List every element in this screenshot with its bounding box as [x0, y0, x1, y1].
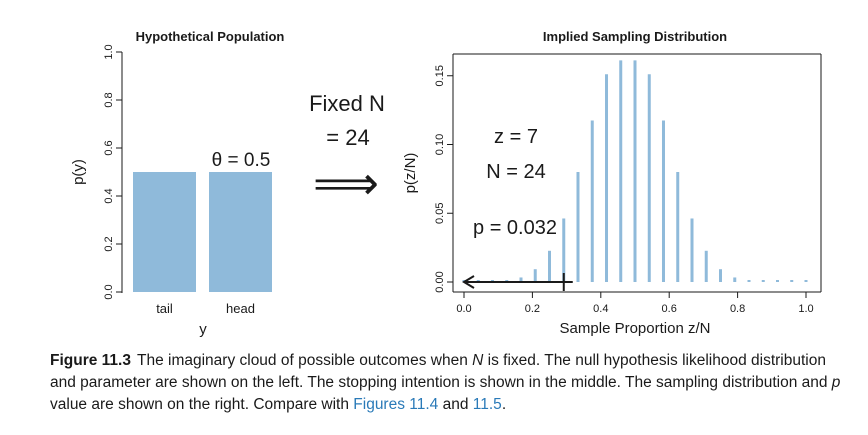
- right-bars: [462, 60, 808, 282]
- left-bar-tail: [133, 172, 196, 292]
- left-category-label: head: [226, 301, 255, 316]
- left-bar-head: [209, 172, 272, 292]
- right-x-tick-label: 0.0: [456, 303, 471, 315]
- right-y-ticks: 0.00 0.05 0.10 0.15: [434, 65, 453, 293]
- figure-link-11-5[interactable]: 11.5: [472, 396, 502, 413]
- n-annotation: N = 24: [486, 161, 545, 183]
- theta-annotation: θ = 0.5: [212, 150, 271, 171]
- caption-text-3: value are shown on the right. Compare wi…: [50, 396, 354, 413]
- left-y-tick-label: 0.2: [103, 236, 115, 251]
- left-y-tick-label: 0.6: [103, 140, 115, 155]
- figure-caption: Figure 11.3 The imaginary cloud of possib…: [50, 350, 850, 416]
- caption-n: N: [472, 352, 484, 369]
- figure-canvas: Hypothetical Population 0.0 0.2 0.4 0.6 0.8 1…: [70, 29, 822, 338]
- left-category-labels: tail head: [156, 301, 255, 316]
- left-y-tick-label: 0.4: [103, 188, 115, 203]
- p-value-arrow: [462, 273, 573, 291]
- implies-arrow-icon: ⟹: [313, 157, 379, 209]
- caption-text-4: and: [438, 396, 473, 413]
- right-x-ticks: 0.0 0.2 0.4 0.6 0.8 1.0: [456, 292, 814, 315]
- left-y-ticks: 0.0 0.2 0.4 0.6 0.8 1.0: [103, 44, 122, 300]
- left-x-axis-label: y: [199, 321, 207, 338]
- caption-p: p: [831, 374, 841, 391]
- right-x-tick-label: 0.8: [730, 303, 745, 315]
- caption-text-5: .: [501, 396, 507, 413]
- left-y-axis-label: p(y): [70, 159, 87, 185]
- right-y-axis-label: p(z/N): [402, 153, 419, 194]
- right-x-axis-label: Sample Proportion z/N: [560, 320, 711, 337]
- right-y-tick-label: 0.10: [434, 134, 446, 155]
- figure-link-11-4[interactable]: Figures 11.4: [353, 396, 439, 413]
- p-arrow-head: [462, 275, 475, 289]
- right-x-tick-label: 0.2: [525, 303, 540, 315]
- stopping-intention: Fixed N = 24 ⟹: [309, 91, 385, 209]
- figure: Hypothetical Population 0.0 0.2 0.4 0.6 0.8 1…: [70, 29, 822, 338]
- caption-text-2: is fixed. The null hypothesis likelihood…: [50, 352, 832, 391]
- left-plot-title: Hypothetical Population: [136, 29, 285, 44]
- right-y-tick-label: 0.00: [434, 271, 446, 292]
- p-value-annotation: p = 0.032: [473, 217, 557, 239]
- right-y-tick-label: 0.15: [434, 65, 446, 86]
- right-plot-title: Implied Sampling Distribution: [543, 29, 727, 44]
- left-bars: [133, 172, 272, 292]
- right-plot: Implied Sampling Distribution 0.000.050.…: [402, 29, 822, 337]
- right-y-tick-label: 0.05: [434, 203, 446, 224]
- right-x-tick-label: 0.6: [662, 303, 677, 315]
- fixed-n-label: Fixed N: [309, 91, 385, 116]
- figure-number: Figure 11.3: [50, 352, 131, 369]
- left-category-label: tail: [156, 301, 173, 316]
- right-x-tick-label: 0.4: [593, 303, 608, 315]
- left-y-tick-label: 0.8: [103, 92, 115, 107]
- left-plot: Hypothetical Population 0.0 0.2 0.4 0.6 0.8 1…: [70, 29, 284, 338]
- caption-text-1: The imaginary cloud of possible outcomes…: [136, 352, 473, 369]
- left-y-tick-label: 1.0: [103, 44, 115, 59]
- z-annotation: z = 7: [494, 126, 538, 148]
- left-y-tick-label: 0.0: [103, 284, 115, 299]
- right-x-tick-label: 1.0: [798, 303, 813, 315]
- fixed-n-value: = 24: [326, 125, 369, 150]
